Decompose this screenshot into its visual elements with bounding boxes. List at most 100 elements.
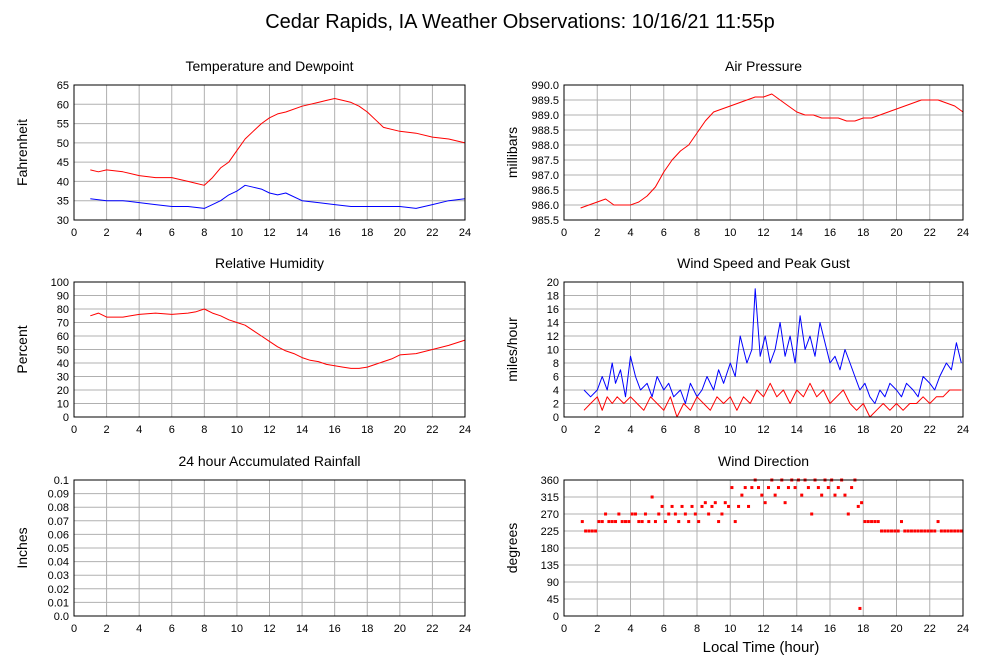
chart-3-x-tick-label: 22 [426,424,438,436]
chart-6-series-1-point [610,520,614,524]
chart-6-series-1-point [953,529,957,533]
chart-6-series-1-point [873,520,877,524]
chart-4-y-tick-label: 2 [553,399,559,411]
chart-4-x-tick-label: 12 [757,424,769,436]
chart-6-series-1-point [923,529,927,533]
chart-6-y-tick-label: 45 [547,594,559,606]
chart-4-x-tick-label: 0 [561,424,567,436]
chart-6-series-1-point [617,512,621,516]
chart-5-x-tick-label: 18 [361,623,373,635]
chart-6-x-tick-label: 0 [561,623,567,635]
chart-4-y-tick-label: 10 [547,345,559,357]
chart-3-y-tick-label: 10 [57,399,69,411]
chart-5-y-tick-label: 0.03 [48,570,69,582]
chart-6-y-tick-label: 90 [547,577,559,589]
chart-6-series-1-point [683,512,687,516]
chart-1-y-tick-label: 40 [57,176,69,188]
chart-6-series-1-point [584,529,588,533]
chart-2-x-tick-label: 20 [890,227,902,239]
chart-6-series-1-point [863,520,867,524]
chart-6-series-1-point [640,520,644,524]
chart-6-series-1-point [690,504,694,508]
chart-5-title: 24 hour Accumulated Rainfall [178,453,360,469]
chart-6-series-1-point [763,501,767,505]
chart-6-x-tick-label: 16 [824,623,836,635]
chart-4-y-tick-label: 12 [547,331,559,343]
chart-6-series-1-point [890,529,894,533]
chart-6-x-tick-label: 20 [890,623,902,635]
chart-6-series-1-point [743,486,747,490]
chart-5-x-tick-label: 12 [263,623,275,635]
chart-6-series-1-point [750,486,754,490]
chart-5-y-tick-label: 0.09 [48,489,69,501]
chart-6-y-tick-label: 180 [541,543,559,555]
chart-6-series-1-point [886,529,890,533]
chart-3-x-tick-label: 12 [263,424,275,436]
chart-3-x-tick-label: 14 [296,424,308,436]
chart-4-y-axis-label: miles/hour [504,317,520,382]
chart-4-y-tick-label: 8 [553,358,559,370]
chart-1-y-axis-label: Fahrenheit [14,119,30,186]
chart-3-title: Relative Humidity [215,255,324,271]
chart-6-series-1-point [700,504,704,508]
chart-6-series-1-point [703,501,707,505]
chart-2-x-tick-label: 14 [791,227,803,239]
chart-6-series-1-point [723,501,727,505]
chart-6-series-1-point [926,529,930,533]
chart-6-x-tick-label: 24 [957,623,969,635]
chart-6-series-1-point [720,512,724,516]
chart-6-series-1-point [713,501,717,505]
chart-6-series-1-point [643,512,647,516]
chart-1-x-tick-label: 14 [296,227,308,239]
chart-6-x-tick-label: 10 [724,623,736,635]
chart-6-plot-frame [563,479,964,617]
chart-2-x-tick-label: 2 [594,227,600,239]
chart-6-series-1-point [880,529,884,533]
chart-5-x-tick-label: 4 [136,623,142,635]
chart-4-y-tick-label: 20 [547,277,559,289]
chart-6-y-axis-label: degrees [504,523,520,574]
chart-2-x-tick-label: 4 [627,227,633,239]
chart-6-series-1-point [614,520,618,524]
chart-3-y-tick-label: 70 [57,318,69,330]
chart-5-x-tick-label: 16 [329,623,341,635]
x-axis-label: Local Time (hour) [703,639,820,656]
chart-3-y-axis-label: Percent [14,325,30,373]
chart-6-series-1-point [590,529,594,533]
chart-6-series-1-point [936,520,940,524]
chart-6-series-1-point [760,493,764,497]
chart-2-x-tick-label: 22 [924,227,936,239]
chart-3-y-tick-label: 80 [57,304,69,316]
chart-6-series-1-point [637,520,641,524]
chart-6-series-1-point [693,512,697,516]
chart-2-x-tick-label: 10 [724,227,736,239]
chart-6-y-tick-label: 0 [553,611,559,623]
chart-6-series-1-point [858,606,862,610]
chart-6-series-1-point [673,512,677,516]
chart-2-x-tick-label: 24 [957,227,969,239]
chart-2-y-tick-label: 989.0 [531,110,559,122]
chart-6-series-1-point [757,486,761,490]
chart-6-x-tick-label: 4 [627,623,633,635]
chart-6-series-1-point [597,520,601,524]
chart-3-x-tick-label: 16 [329,424,341,436]
chart-6-y-tick-label: 315 [541,492,559,504]
chart-5-y-tick-label: 0.08 [48,502,69,514]
chart-6-series-1-point [816,486,820,490]
chart-3-x-tick-label: 10 [231,424,243,436]
chart-6-series-1-point [657,512,661,516]
chart-6-y-tick-label: 135 [541,560,559,572]
chart-5-y-tick-label: 0.07 [48,516,69,528]
chart-3-y-tick-label: 90 [57,291,69,303]
chart-6-series-1-point [846,512,850,516]
chart-6-series-1-point [843,493,847,497]
chart-6-series-1-point [826,486,830,490]
chart-3-y-tick-label: 0 [63,412,69,424]
chart-1-x-tick-label: 18 [361,227,373,239]
chart-6-series-1-point [710,504,714,508]
chart-6-series-1-point [773,493,777,497]
chart-6-series-1-point [663,520,667,524]
chart-1-y-tick-label: 50 [57,138,69,150]
chart-6-title: Wind Direction [718,453,809,469]
chart-1-x-tick-label: 0 [71,227,77,239]
